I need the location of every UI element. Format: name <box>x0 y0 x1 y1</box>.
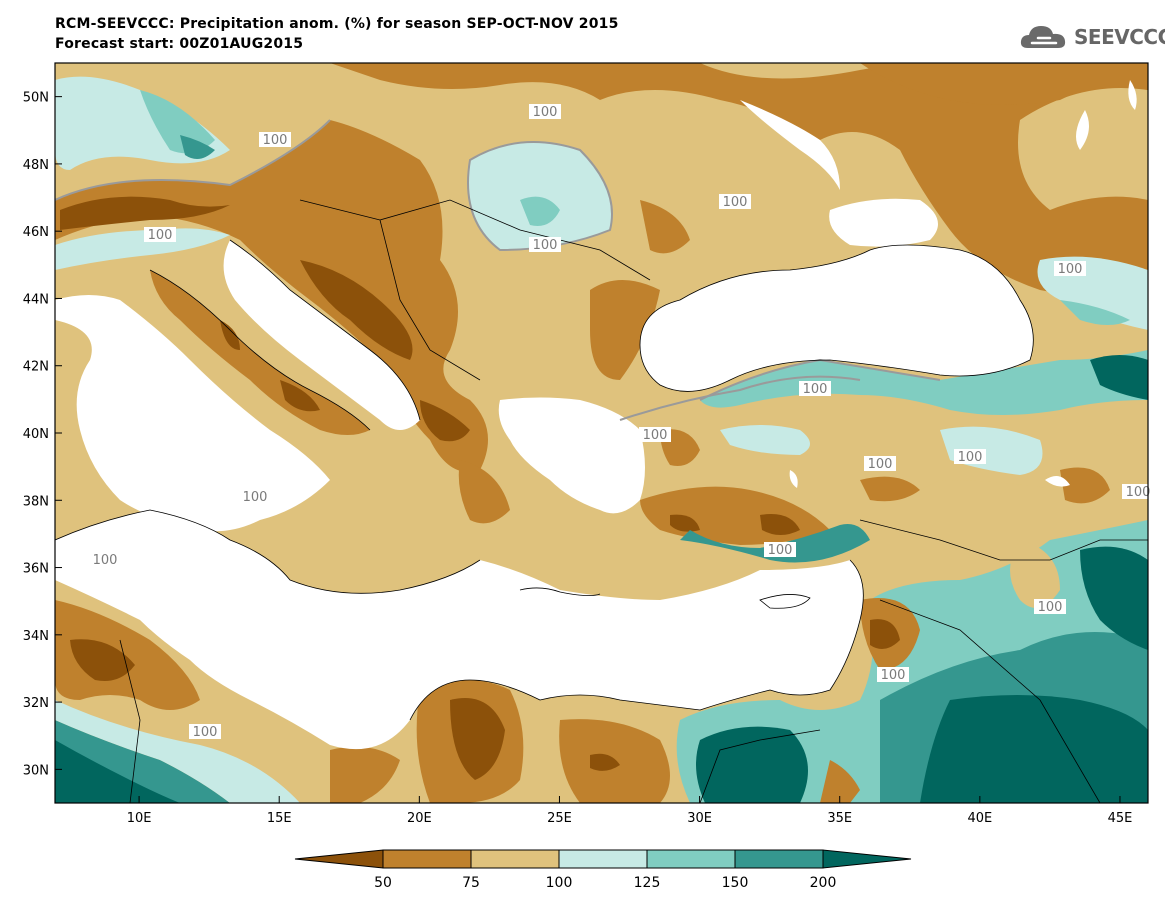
colorbar-label: 125 <box>634 875 661 891</box>
colorbar-label: 200 <box>810 875 837 891</box>
lat-tick-label: 40N <box>23 427 49 442</box>
lat-tick-label: 50N <box>23 91 49 106</box>
white-patches <box>740 80 1137 488</box>
contour-label: 100 <box>868 457 893 472</box>
contour-label-bg <box>864 456 896 471</box>
latitude-axis: 50N 48N 46N 44N 42N 40N 38N 36N 34N 32N 30N <box>23 91 62 778</box>
contour-label-bg <box>1054 261 1086 276</box>
lon-tick-label: 25E <box>547 811 572 826</box>
contour-label-bg <box>1122 484 1154 499</box>
longitude-axis: 10E 15E 20E 25E 30E 35E 40E 45E <box>127 796 1133 826</box>
colorbar-label: 50 <box>374 875 392 891</box>
colorbar-lower-arrow <box>294 849 384 869</box>
logo-text: SEEVCCC <box>1074 25 1165 49</box>
contour-label: 100 <box>723 195 748 210</box>
contour-label: 100 <box>263 133 288 148</box>
contour-label: 100 <box>803 382 828 397</box>
lat-tick-label: 48N <box>23 158 49 173</box>
contour-label-bg <box>144 227 176 242</box>
lon-tick-label: 35E <box>827 811 852 826</box>
contour-label-bg <box>189 724 221 739</box>
lat-tick-label: 46N <box>23 225 49 240</box>
contour-label: 100 <box>193 725 218 740</box>
contour-label-bg <box>529 104 561 119</box>
lon-tick-label: 45E <box>1108 811 1133 826</box>
contour-label: 100 <box>881 668 906 683</box>
contour-label-bg <box>1034 599 1066 614</box>
contour-label: 100 <box>533 105 558 120</box>
colorbar-segment <box>646 849 736 869</box>
contour-label: 100 <box>643 428 668 443</box>
lon-tick-label: 40E <box>967 811 992 826</box>
lat-tick-label: 32N <box>23 696 49 711</box>
lat-tick-label: 44N <box>23 292 49 307</box>
lat-tick-label: 38N <box>23 494 49 509</box>
contour-label-bg <box>954 449 986 464</box>
contour-label-bg <box>639 427 671 442</box>
borders <box>55 199 1148 803</box>
contour-label: 100 <box>148 228 173 243</box>
contour-label: 100 <box>1038 600 1063 615</box>
lon-tick-label: 30E <box>687 811 712 826</box>
map-title: RCM-SEEVCCC: Precipitation anom. (%) for… <box>55 16 619 32</box>
sea-mask <box>55 198 1034 750</box>
contour-label-bg <box>259 132 291 147</box>
colorbar-segment <box>382 849 472 869</box>
contour-label-bg <box>799 381 831 396</box>
colorbar-segment <box>470 849 560 869</box>
colorbar-label: 150 <box>722 875 749 891</box>
lon-tick-label: 20E <box>407 811 432 826</box>
contour-label-bg <box>239 489 271 504</box>
lat-tick-label: 42N <box>23 360 49 375</box>
lon-tick-label: 10E <box>127 811 152 826</box>
contour-label-bg <box>877 667 909 682</box>
contour-label-bg <box>529 237 561 252</box>
forecast-start-label: Forecast start: 00Z01AUG2015 <box>55 36 304 52</box>
lat-tick-label: 34N <box>23 629 49 644</box>
contour-label: 100 <box>1058 262 1083 277</box>
colorbar-label: 100 <box>546 875 573 891</box>
contour-label-bg <box>89 552 121 567</box>
lon-tick-label: 15E <box>267 811 292 826</box>
contour-label: 100 <box>93 553 118 568</box>
contour-label: 100 <box>1126 485 1151 500</box>
lat-tick-label: 30N <box>23 763 49 778</box>
colorbar-upper-arrow <box>822 849 912 869</box>
contour-label: 100 <box>243 490 268 505</box>
cloud-icon <box>1020 26 1066 48</box>
seevccc-logo: SEEVCCC <box>1018 22 1165 52</box>
colorbar-segment <box>734 849 824 869</box>
contour-labels: 100 100 100 100 100 100 100 100 100 100 100 100 100 1… <box>89 104 1154 740</box>
contour-label: 100 <box>958 450 983 465</box>
colorbar: 50 75 100 125 150 200 <box>294 849 912 891</box>
contour-label: 100 <box>768 543 793 558</box>
map-fill <box>55 63 1148 803</box>
colorbar-segment <box>558 849 648 869</box>
contour-label: 100 <box>533 238 558 253</box>
lat-tick-label: 36N <box>23 562 49 577</box>
contour-label-bg <box>764 542 796 557</box>
colorbar-label: 75 <box>462 875 480 891</box>
contour-label-bg <box>719 194 751 209</box>
